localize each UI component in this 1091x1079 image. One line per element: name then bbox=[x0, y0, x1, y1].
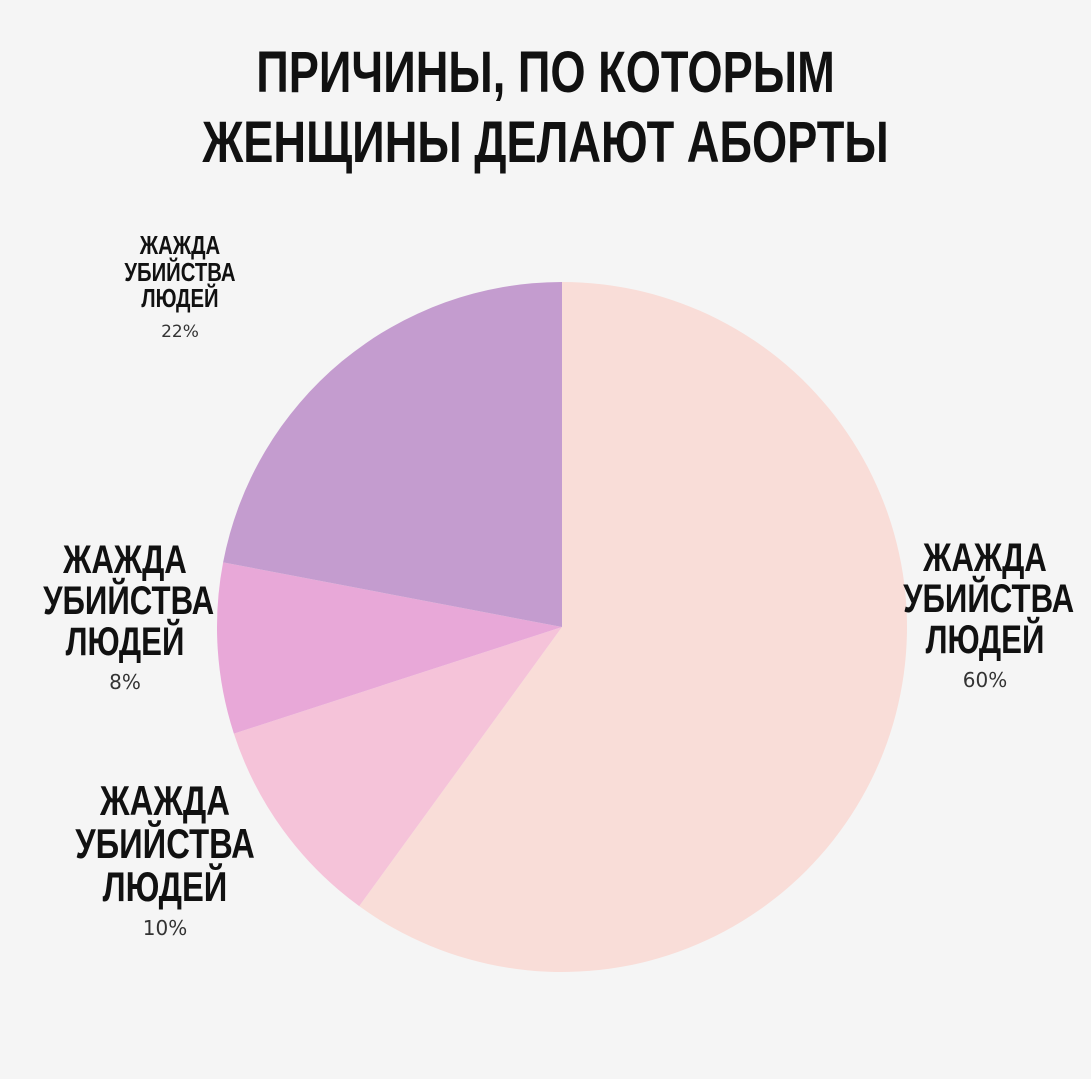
slice-label-0-caption: ЖАЖДА УБИЙСТВА ЛЮДЕЙ bbox=[903, 536, 1075, 662]
slice-label-2-line-3: ЛЮДЕЙ bbox=[65, 619, 185, 664]
slice-label-3: ЖАЖДА УБИЙСТВА ЛЮДЕЙ 22% bbox=[90, 232, 270, 342]
chart-title: ПРИЧИНЫ, ПО КОТОРЫМ ЖЕНЩИНЫ ДЕЛАЮТ АБОРТ… bbox=[120, 38, 971, 177]
slice-label-2: ЖАЖДА УБИЙСТВА ЛЮДЕЙ 8% bbox=[20, 538, 230, 695]
slice-label-0-line-3: ЛЮДЕЙ bbox=[925, 617, 1045, 662]
slice-label-1-line-3: ЛЮДЕЙ bbox=[102, 862, 228, 910]
slice-label-3-line-1: ЖАЖДА bbox=[139, 230, 221, 260]
slice-label-0-percent: 60% bbox=[962, 668, 1008, 693]
pie-slice-2 bbox=[216, 562, 562, 734]
slice-label-1-line-1: ЖАЖДА bbox=[100, 777, 230, 824]
slice-label-1-percent: 10% bbox=[142, 916, 188, 941]
slice-label-0-line-1: ЖАЖДА bbox=[923, 536, 1047, 580]
slice-label-1-line-2: УБИЙСТВА bbox=[75, 819, 255, 867]
pie-slice-3 bbox=[223, 282, 562, 627]
slice-label-3-line-3: ЛЮДЕЙ bbox=[141, 283, 219, 314]
slice-label-2-line-2: УБИЙСТВА bbox=[43, 578, 215, 623]
pie-slice-1 bbox=[233, 627, 562, 907]
slice-label-3-percent: 22% bbox=[161, 321, 199, 342]
chart-title-line-1: ПРИЧИНЫ, ПО КОТОРЫМ bbox=[256, 40, 835, 105]
slice-label-2-caption: ЖАЖДА УБИЙСТВА ЛЮДЕЙ bbox=[43, 538, 215, 664]
slice-label-0: ЖАЖДА УБИЙСТВА ЛЮДЕЙ 60% bbox=[880, 536, 1090, 693]
slice-label-2-percent: 8% bbox=[109, 670, 141, 695]
slice-label-1: ЖАЖДА УБИЙСТВА ЛЮДЕЙ 10% bbox=[40, 777, 290, 941]
slice-label-2-line-1: ЖАЖДА bbox=[63, 538, 187, 582]
chart-title-line-2: ЖЕНЩИНЫ ДЕЛАЮТ АБОРТЫ bbox=[202, 109, 889, 175]
slice-label-3-caption: ЖАЖДА УБИЙСТВА ЛЮДЕЙ bbox=[110, 232, 250, 312]
slice-label-3-line-2: УБИЙСТВА bbox=[124, 256, 236, 287]
slice-label-1-caption: ЖАЖДА УБИЙСТВА ЛЮДЕЙ bbox=[68, 777, 263, 910]
slice-label-0-line-2: УБИЙСТВА bbox=[903, 576, 1075, 621]
pie-slice-0 bbox=[359, 282, 908, 972]
